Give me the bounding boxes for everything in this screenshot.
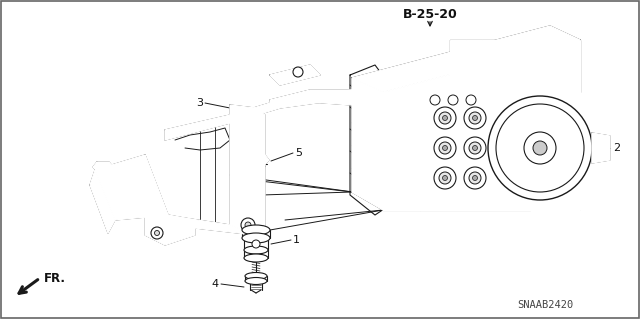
Polygon shape [420, 92, 530, 210]
Ellipse shape [244, 254, 268, 262]
Circle shape [472, 175, 477, 181]
Circle shape [472, 145, 477, 151]
Polygon shape [450, 40, 466, 92]
Circle shape [472, 115, 477, 121]
Polygon shape [546, 40, 562, 92]
Circle shape [151, 227, 163, 239]
Circle shape [469, 112, 481, 124]
Polygon shape [165, 215, 255, 235]
Circle shape [430, 95, 440, 105]
Ellipse shape [242, 225, 270, 235]
Circle shape [293, 67, 303, 77]
Circle shape [464, 107, 486, 129]
Text: 1: 1 [293, 235, 300, 245]
Circle shape [442, 175, 447, 181]
Polygon shape [466, 40, 482, 92]
Circle shape [448, 95, 458, 105]
Polygon shape [514, 40, 530, 92]
Circle shape [496, 104, 584, 192]
Text: SNAAB2420: SNAAB2420 [517, 300, 573, 310]
Circle shape [154, 231, 159, 235]
Text: 3: 3 [196, 98, 203, 108]
Polygon shape [352, 192, 580, 210]
Polygon shape [530, 40, 546, 92]
Circle shape [442, 145, 447, 151]
Ellipse shape [245, 278, 267, 285]
Circle shape [439, 112, 451, 124]
Circle shape [245, 222, 251, 228]
Text: 5: 5 [295, 148, 302, 158]
Circle shape [241, 218, 255, 232]
Ellipse shape [245, 272, 267, 279]
Circle shape [434, 167, 456, 189]
Circle shape [464, 167, 486, 189]
Polygon shape [352, 26, 580, 92]
Polygon shape [383, 92, 420, 210]
Circle shape [524, 132, 556, 164]
Text: 5: 5 [133, 161, 140, 171]
Polygon shape [350, 65, 390, 215]
Circle shape [469, 142, 481, 154]
Polygon shape [90, 170, 115, 233]
Text: B-25-20: B-25-20 [403, 8, 458, 20]
Polygon shape [270, 90, 352, 108]
Circle shape [434, 107, 456, 129]
Circle shape [466, 95, 476, 105]
Polygon shape [230, 105, 265, 235]
Polygon shape [93, 162, 113, 171]
Circle shape [252, 240, 260, 248]
Polygon shape [383, 40, 580, 210]
Polygon shape [95, 155, 168, 220]
Circle shape [533, 141, 547, 155]
Text: 2: 2 [613, 143, 620, 153]
Ellipse shape [242, 233, 270, 243]
Polygon shape [270, 65, 320, 85]
Circle shape [469, 172, 481, 184]
Polygon shape [562, 40, 578, 92]
Circle shape [439, 172, 451, 184]
Polygon shape [165, 90, 352, 140]
Circle shape [434, 137, 456, 159]
Circle shape [488, 96, 592, 200]
Polygon shape [498, 40, 514, 92]
Polygon shape [247, 155, 269, 164]
Polygon shape [482, 40, 498, 92]
Text: FR.: FR. [44, 271, 66, 285]
Circle shape [442, 115, 447, 121]
Polygon shape [592, 133, 610, 163]
Text: 4: 4 [212, 279, 219, 289]
Polygon shape [145, 155, 195, 245]
Polygon shape [352, 78, 383, 208]
Ellipse shape [244, 246, 268, 254]
Circle shape [439, 142, 451, 154]
Circle shape [464, 137, 486, 159]
